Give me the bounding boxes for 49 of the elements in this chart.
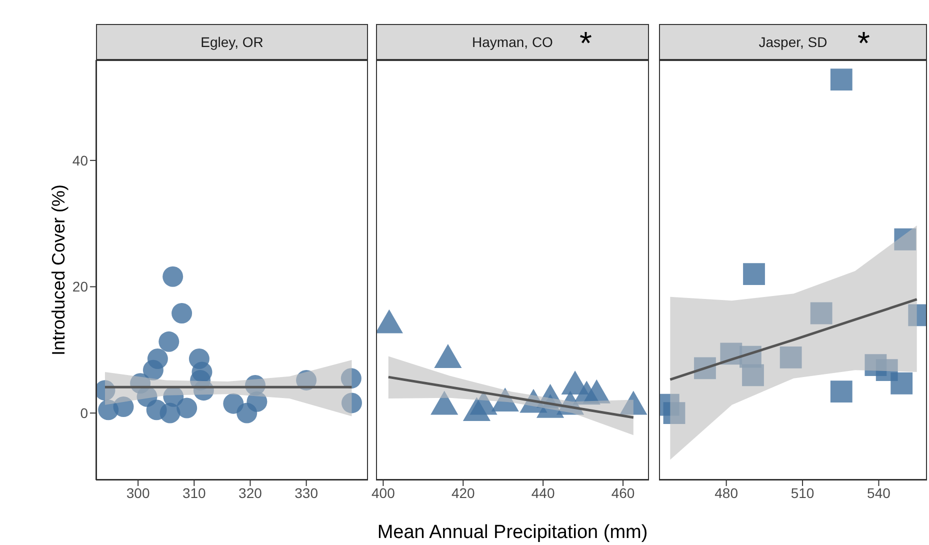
point: [810, 302, 832, 324]
x-tick-label: 480: [714, 484, 738, 501]
point: [572, 380, 600, 405]
x-tick-label: 420: [451, 484, 476, 501]
point: [462, 397, 491, 422]
point: [894, 228, 916, 250]
point: [491, 388, 519, 412]
point: [142, 360, 164, 380]
chart-title: Hayman, CO: [472, 34, 553, 50]
point: [163, 386, 184, 407]
point: [663, 402, 686, 424]
annotation: *: [858, 24, 870, 63]
point: [434, 344, 462, 368]
point: [376, 309, 403, 334]
x-tick-label: 330: [294, 484, 318, 501]
point: [158, 331, 180, 352]
point: [890, 372, 913, 394]
point: [176, 398, 198, 418]
point: [340, 368, 362, 389]
x-axis-title: Mean Annual Precipitation (mm): [377, 522, 648, 543]
x-tick-label: 460: [611, 484, 635, 501]
point: [341, 392, 362, 414]
x-tick-label: 510: [790, 484, 814, 501]
x-tick-label: 440: [531, 484, 555, 501]
point: [780, 346, 802, 368]
point: [172, 303, 192, 324]
annotation: *: [580, 24, 592, 63]
point: [162, 266, 184, 287]
chart-title: Egley, OR: [200, 34, 264, 50]
point: [113, 396, 134, 417]
point: [136, 386, 158, 407]
point: [830, 68, 852, 91]
x-tick-label: 540: [867, 484, 891, 501]
x-tick-label: 300: [126, 484, 150, 501]
point: [246, 391, 268, 412]
y-tick-label: 0: [80, 405, 88, 422]
y-tick-label: 20: [72, 278, 88, 295]
point: [743, 263, 765, 286]
y-axis-title: Introduced Cover (%): [48, 184, 68, 356]
point: [742, 364, 764, 386]
chart-title: Jasper, SD: [758, 34, 828, 50]
point: [430, 390, 458, 415]
y-tick-label: 40: [72, 152, 88, 168]
x-tick-label: 310: [182, 484, 206, 501]
point: [620, 390, 648, 415]
x-tick-label: 400: [372, 484, 396, 501]
point: [96, 380, 116, 401]
point: [830, 380, 852, 403]
x-tick-label: 320: [238, 484, 262, 501]
